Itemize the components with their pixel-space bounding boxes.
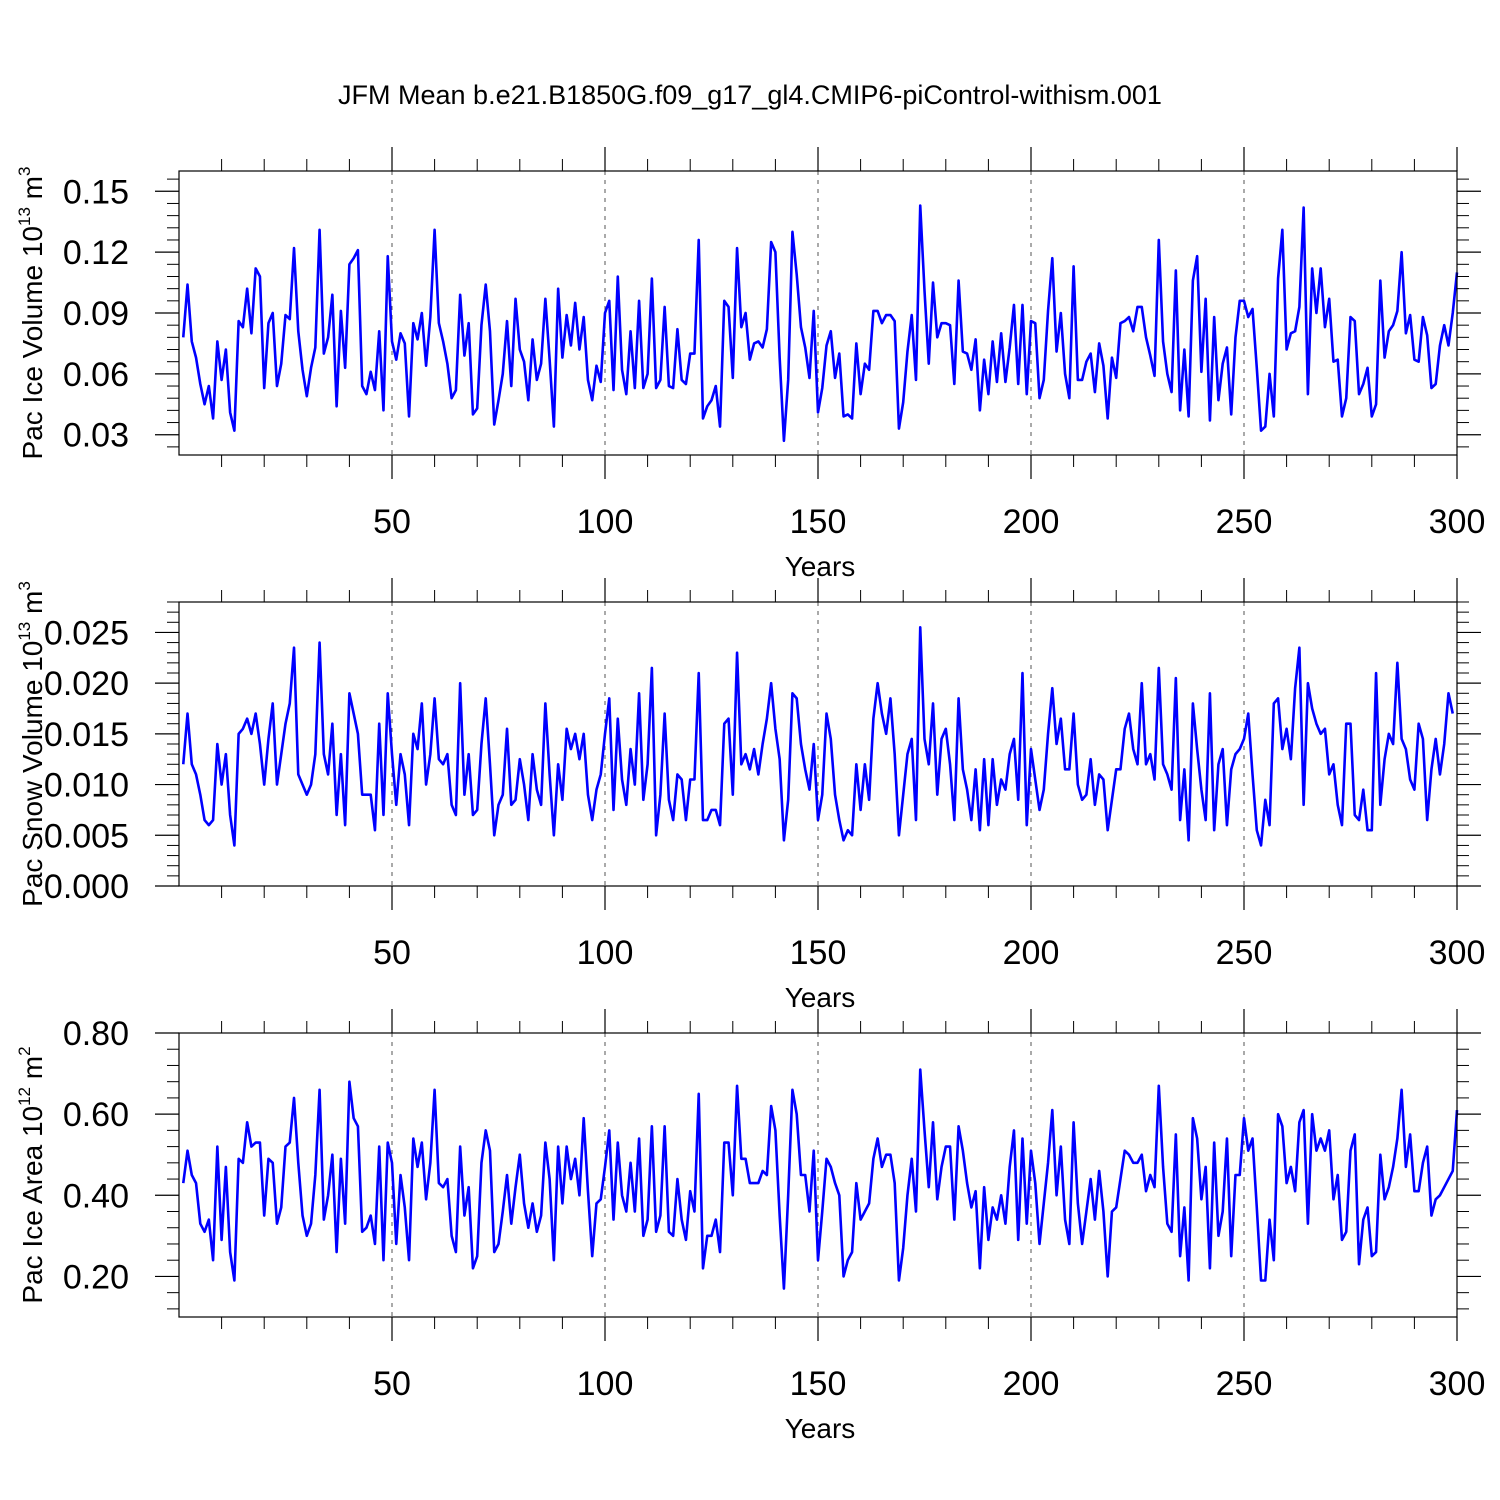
- x-tick-label: 250: [1216, 503, 1273, 541]
- y-tick-label: 0.15: [63, 173, 129, 211]
- y-tick-label: 0.20: [63, 1258, 129, 1296]
- x-tick-label: 100: [577, 1365, 634, 1403]
- plot-frame: [178, 601, 1458, 887]
- data-series-line: [181, 626, 1455, 847]
- y-axis-title: Pac Snow Volume 1013 m3: [15, 581, 48, 907]
- x-tick-label: 50: [373, 1365, 411, 1403]
- y-tick-label: 0.000: [44, 868, 129, 906]
- chart-title: JFM Mean b.e21.B1850G.f09_g17_gl4.CMIP6-…: [338, 80, 1162, 110]
- panel-1: 50 100 150 200 250 300 0.03 0.06 0.09 0.12 0.15 Yea…: [15, 147, 1485, 582]
- y-tick-label: 0.03: [63, 417, 129, 455]
- x-tick-label: 50: [373, 503, 411, 541]
- x-tick-label: 50: [373, 934, 411, 972]
- y-tick-label: 0.06: [63, 356, 129, 394]
- y-tick-label: 0.80: [63, 1015, 129, 1053]
- y-axis-title: Pac Ice Area 1012 m2: [15, 1046, 48, 1303]
- y-tick-label: 0.015: [44, 716, 129, 754]
- panel-3: 50 100 150 200 250 300 0.20 0.40 0.60 0.80 Years Pa…: [15, 1009, 1485, 1444]
- x-tick-label: 200: [1003, 934, 1060, 972]
- data-series-line: [181, 204, 1459, 443]
- x-axis-title: Years: [785, 982, 856, 1013]
- panel-2: 50 100 150 200 250 300 0.000 0.005 0.010 0.015 0.0…: [15, 578, 1485, 1013]
- y-tick-label: 0.40: [63, 1177, 129, 1215]
- x-tick-label: 250: [1216, 934, 1273, 972]
- x-tick-label: 300: [1429, 1365, 1486, 1403]
- x-tick-label: 150: [790, 934, 847, 972]
- x-axis-title: Years: [785, 1413, 856, 1444]
- x-tick-label: 200: [1003, 1365, 1060, 1403]
- x-tick-label: 300: [1429, 503, 1486, 541]
- data-series-line: [181, 1068, 1459, 1290]
- y-tick-label: 0.010: [44, 767, 129, 805]
- x-tick-label: 200: [1003, 503, 1060, 541]
- y-tick-label: 0.60: [63, 1096, 129, 1134]
- y-tick-label: 0.025: [44, 614, 129, 652]
- x-tick-label: 150: [790, 503, 847, 541]
- y-axis-title: Pac Ice Volume 1013 m3: [15, 167, 48, 460]
- x-axis-title: Years: [785, 551, 856, 582]
- x-tick-label: 250: [1216, 1365, 1273, 1403]
- x-tick-label: 150: [790, 1365, 847, 1403]
- x-tick-label: 100: [577, 934, 634, 972]
- y-tick-label: 0.12: [63, 234, 129, 272]
- x-tick-label: 300: [1429, 934, 1486, 972]
- y-tick-label: 0.09: [63, 295, 129, 333]
- x-tick-label: 100: [577, 503, 634, 541]
- y-tick-label: 0.005: [44, 817, 129, 855]
- y-tick-label: 0.020: [44, 665, 129, 703]
